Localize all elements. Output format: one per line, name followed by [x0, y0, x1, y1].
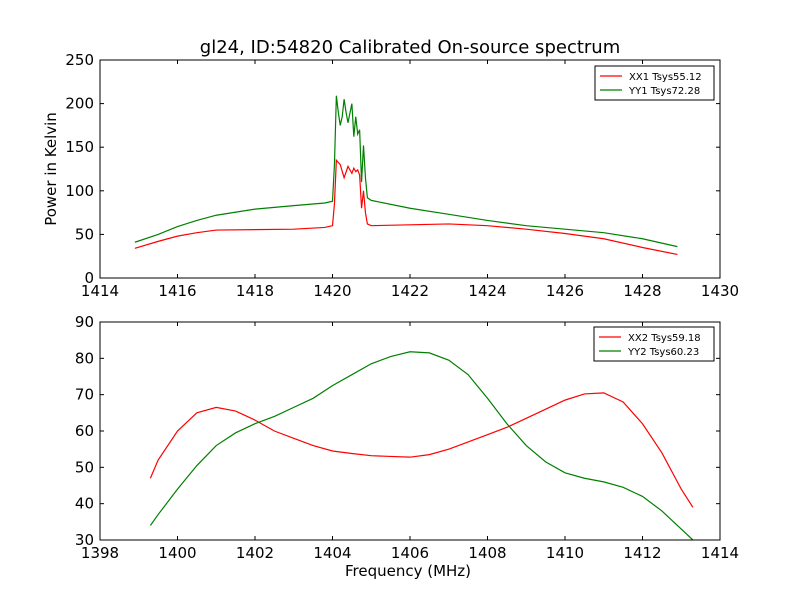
- x-tick-label: 1410: [546, 544, 584, 562]
- series-line-1: [149, 392, 694, 508]
- legend-entry: XX2 Tsys59.18: [628, 333, 701, 344]
- x-tick-label: 1412: [623, 544, 661, 562]
- legend-entry: XX1 Tsys55.12: [629, 72, 702, 83]
- x-tick-label: 1428: [623, 282, 661, 300]
- y-tick-label: 100: [65, 182, 94, 200]
- y-tick-label: 200: [65, 95, 94, 113]
- x-tick-label: 1404: [313, 544, 351, 562]
- x-tick-label: 1424: [468, 282, 506, 300]
- x-tick-label: 1402: [236, 544, 274, 562]
- x-tick-label: 1418: [236, 282, 274, 300]
- legend-entry: YY2 Tsys60.23: [627, 347, 699, 358]
- figure-title: gl24, ID:54820 Calibrated On-source spec…: [200, 37, 620, 58]
- top-subplot: 1414 1416 1418 1420 1422 1424 1426 1428 1430 0 50 1…: [42, 51, 739, 300]
- y-tick-label: 60: [75, 422, 94, 440]
- x-tick-label: 1420: [313, 282, 351, 300]
- x-tick-label: 1430: [701, 282, 739, 300]
- y-tick-label: 30: [75, 531, 94, 549]
- x-tick-label: 1422: [391, 282, 429, 300]
- y-tick-label: 80: [75, 349, 94, 367]
- x-tick-label: 1426: [546, 282, 584, 300]
- x-tick-label: 1400: [158, 544, 196, 562]
- y-axis-label: Power in Kelvin: [42, 112, 60, 226]
- x-axis-label: Frequency (MHz): [345, 562, 471, 580]
- legend: XX1 Tsys55.12 YY1 Tsys72.28: [594, 65, 715, 101]
- y-tick-label: 50: [75, 225, 94, 243]
- y-tick-label: 250: [65, 51, 94, 69]
- y-tick-label: 90: [75, 313, 94, 331]
- y-tick-label: 150: [65, 138, 94, 156]
- bottom-subplot: 1398 1400 1402 1404 1406 1408 1410 1412 1414 30 40…: [75, 313, 739, 580]
- legend-box: [594, 65, 715, 101]
- y-tick-label: 40: [75, 495, 94, 513]
- x-tick-label: 1398: [81, 544, 119, 562]
- y-tick-label: 50: [75, 458, 94, 476]
- x-tick-label: 1406: [391, 544, 429, 562]
- x-tick-label: 1414: [701, 544, 739, 562]
- x-tick-label: 1414: [81, 282, 119, 300]
- legend-entry: YY1 Tsys72.28: [628, 86, 700, 97]
- series-line-2: [149, 351, 694, 540]
- y-tick-label: 70: [75, 386, 94, 404]
- x-tick-label: 1408: [468, 544, 506, 562]
- series-line-2: [134, 95, 678, 248]
- series-line-1: [134, 158, 678, 256]
- legend-box: [593, 326, 715, 362]
- y-tick-label: 0: [84, 269, 94, 287]
- legend: XX2 Tsys59.18 YY2 Tsys60.23: [593, 326, 715, 362]
- x-tick-label: 1416: [158, 282, 196, 300]
